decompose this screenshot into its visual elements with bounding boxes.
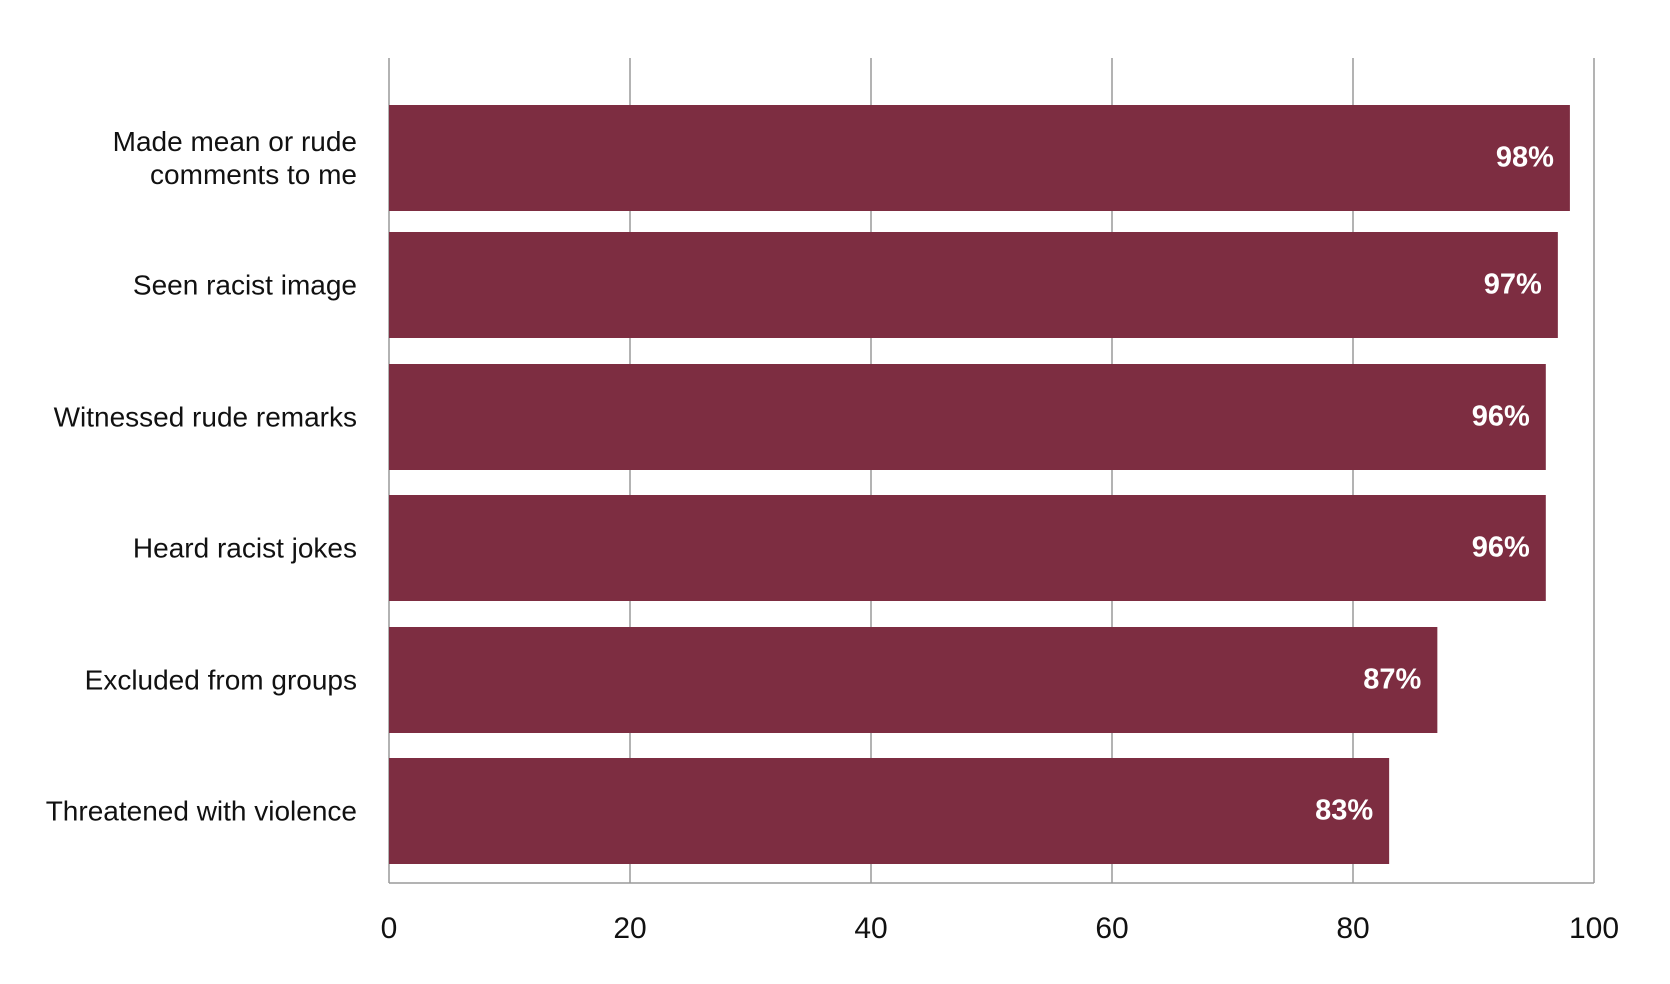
x-tick-label: 20 [613, 912, 646, 945]
bar [389, 627, 1438, 733]
bar [389, 105, 1570, 211]
value-label: 98% [1496, 142, 1554, 174]
value-label: 87% [1363, 664, 1421, 696]
x-tick-label: 0 [381, 912, 398, 945]
value-label: 97% [1484, 269, 1542, 301]
x-tick-label: 100 [1569, 912, 1619, 945]
value-label: 96% [1472, 401, 1530, 433]
y-tick-label: Made mean or rude comments to me [112, 126, 357, 190]
x-tick-label: 80 [1336, 912, 1369, 945]
bar [389, 758, 1390, 864]
y-tick-label: Threatened with violence [45, 795, 357, 827]
bar [389, 232, 1558, 338]
x-tick-label: 60 [1095, 912, 1128, 945]
bar [389, 364, 1546, 470]
value-label: 96% [1472, 532, 1530, 564]
x-tick-label: 40 [854, 912, 887, 945]
y-tick-label: Witnessed rude remarks [53, 401, 357, 433]
bar [389, 495, 1546, 601]
y-tick-label: Seen racist image [132, 269, 357, 301]
y-tick-label: Excluded from groups [84, 664, 357, 696]
value-label: 83% [1315, 795, 1373, 827]
y-tick-label: Heard racist jokes [132, 532, 357, 564]
